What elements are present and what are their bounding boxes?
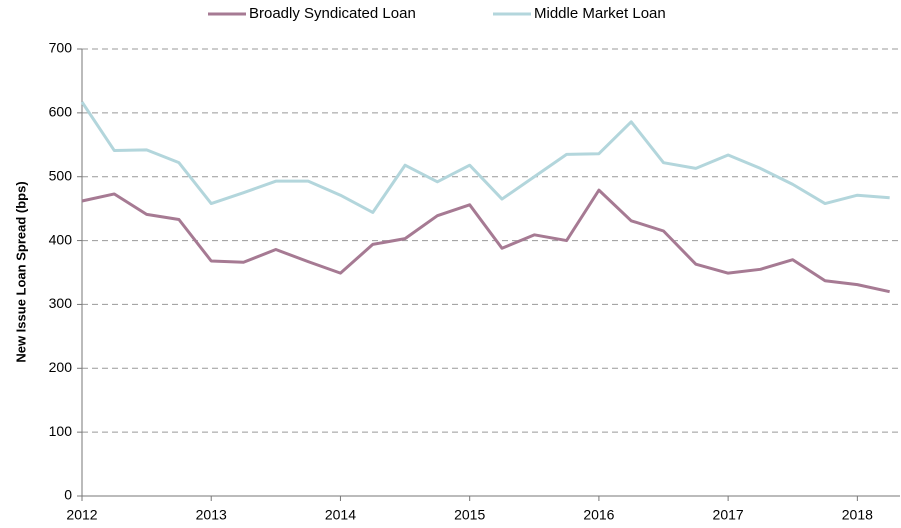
x-tick-label: 2013 <box>196 507 227 523</box>
x-tick-label: 2017 <box>713 507 744 523</box>
x-tick-label: 2018 <box>842 507 873 523</box>
y-tick-label: 100 <box>49 423 73 439</box>
y-tick-label: 300 <box>49 295 73 311</box>
legend-label: Middle Market Loan <box>534 5 666 22</box>
series-line <box>81 188 890 294</box>
y-tick-label: 700 <box>49 40 73 56</box>
y-tick-label: 400 <box>49 231 73 247</box>
y-tick-label: 500 <box>49 167 73 183</box>
y-tick-label: 200 <box>49 359 73 375</box>
y-tick-label: 600 <box>49 104 73 120</box>
x-tick-label: 2014 <box>325 507 356 523</box>
x-tick-label: 2012 <box>66 507 97 523</box>
y-axis-label: New Issue Loan Spread (bps) <box>13 181 28 362</box>
legend-label: Broadly Syndicated Loan <box>249 5 416 22</box>
series-line <box>80 101 890 214</box>
x-tick-label: 2015 <box>454 507 485 523</box>
x-tick-label: 2016 <box>583 507 614 523</box>
y-tick-label: 0 <box>64 487 72 503</box>
